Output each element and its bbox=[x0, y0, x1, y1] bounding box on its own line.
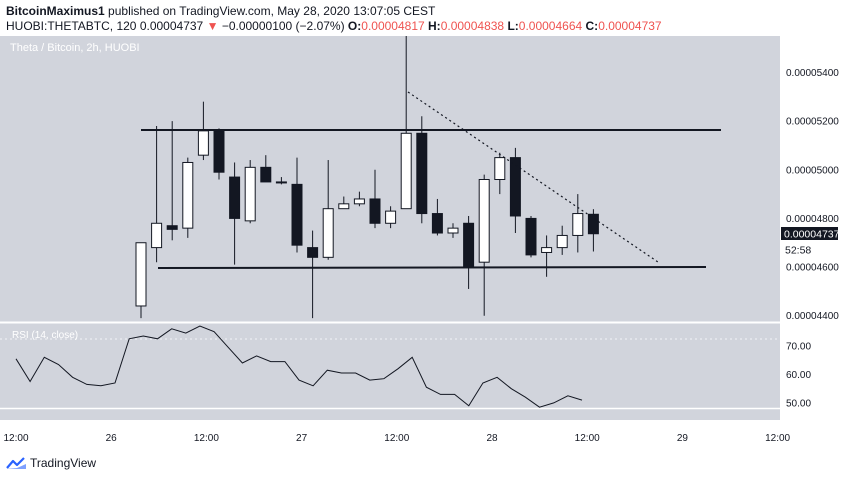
time-tick-label: 12:00 bbox=[384, 433, 409, 444]
footer: TradingView bbox=[0, 452, 850, 479]
candle-body bbox=[229, 176, 241, 219]
candle-body bbox=[525, 217, 537, 256]
candle-body bbox=[369, 198, 381, 224]
symbol-info: HUOBI:THETABTC, 120 0.00004737 ▼ −0.0000… bbox=[6, 19, 662, 33]
price-tick-label: 0.00005400 bbox=[786, 68, 839, 79]
tradingview-icon bbox=[6, 457, 26, 469]
rsi-tick-label: 60.00 bbox=[786, 370, 811, 381]
candle-body bbox=[322, 208, 334, 258]
indicator-axis: 70.00 60.00 50.00 bbox=[786, 341, 811, 409]
countdown-tag bbox=[781, 243, 826, 256]
low-value: 0.00004664 bbox=[518, 19, 583, 33]
candle-body bbox=[260, 166, 272, 183]
open-value: 0.00004817 bbox=[361, 19, 425, 33]
candle-body bbox=[135, 242, 147, 307]
descending-trend-line[interactable] bbox=[407, 91, 659, 263]
candle-series bbox=[135, 36, 599, 319]
last-price-tag bbox=[781, 227, 838, 240]
high-value: 0.00004838 bbox=[440, 19, 505, 33]
candle-body bbox=[182, 161, 194, 229]
price-axis[interactable]: 0.00005400 0.00005200 0.00005000 0.00004800… bbox=[786, 68, 839, 322]
author-name[interactable]: BitcoinMaximus1 bbox=[6, 4, 105, 18]
rsi-tick-label: 50.00 bbox=[786, 398, 811, 409]
price-pane-background bbox=[0, 36, 780, 323]
candle-body bbox=[385, 210, 397, 224]
time-tick-label: 26 bbox=[106, 433, 118, 444]
change-arrow-icon: ▼ bbox=[206, 19, 219, 33]
chart-header: BitcoinMaximus1 published on TradingView… bbox=[0, 0, 850, 36]
candle-body bbox=[494, 157, 506, 180]
candle-body bbox=[541, 247, 553, 253]
candle-body bbox=[400, 132, 412, 210]
time-tick-label: 12:00 bbox=[3, 433, 28, 444]
time-tick-label: 27 bbox=[296, 433, 308, 444]
price-change: −0.00000100 (−2.07%) bbox=[221, 19, 345, 33]
chart-area[interactable]: Theta / Bitcoin, 2h, HUOBI 0.000054000.0… bbox=[0, 36, 850, 452]
candle-body bbox=[244, 166, 256, 222]
time-axis[interactable]: 12:00 26 12:00 27 12:00 28 12:00 29 12:00 bbox=[3, 433, 790, 444]
high-label: H: bbox=[428, 19, 441, 33]
candle-body bbox=[291, 183, 303, 246]
price-tick-label: 0.00005200 bbox=[786, 117, 839, 128]
candle-body bbox=[151, 222, 163, 249]
last-price-tag-label: 0.00004737 bbox=[784, 229, 840, 241]
time-tick-label: 29 bbox=[677, 433, 689, 444]
rsi-pane-background bbox=[0, 323, 780, 420]
candle-body bbox=[572, 213, 584, 236]
candle-body bbox=[478, 179, 490, 263]
time-tick-label: 28 bbox=[486, 433, 498, 444]
candle-body bbox=[509, 157, 521, 217]
low-label: L: bbox=[507, 19, 519, 33]
candle-body bbox=[307, 247, 319, 258]
support-line[interactable] bbox=[157, 266, 707, 269]
indicator-label: RSI (14, close) bbox=[12, 330, 78, 341]
time-tick-label: 12:00 bbox=[765, 433, 790, 444]
candle-body bbox=[447, 227, 459, 234]
candle-body bbox=[587, 213, 599, 235]
open-label: O: bbox=[347, 19, 362, 33]
close-value: 0.00004737 bbox=[598, 19, 662, 33]
candle-body bbox=[353, 198, 365, 205]
rsi-line bbox=[15, 325, 583, 408]
publish-info: BitcoinMaximus1 published on TradingView… bbox=[6, 4, 435, 18]
candle-body bbox=[338, 203, 350, 210]
published-text: published on TradingView.com, May 28, 20… bbox=[108, 4, 436, 18]
tradingview-brand: TradingView bbox=[30, 456, 97, 470]
tradingview-logo[interactable]: TradingView bbox=[6, 456, 96, 470]
candle-body bbox=[275, 181, 287, 184]
time-tick-label: 12:00 bbox=[194, 433, 219, 444]
candle-body bbox=[556, 234, 568, 249]
close-label: C: bbox=[585, 19, 599, 33]
last-price: 0.00004737 bbox=[139, 19, 204, 33]
chart-title: Theta / Bitcoin, 2h, HUOBI bbox=[10, 42, 140, 54]
countdown-label: 52:58 bbox=[785, 245, 811, 257]
candle-body bbox=[197, 130, 209, 156]
candle-body bbox=[463, 222, 475, 268]
symbol: HUOBI:THETABTC, 120 bbox=[6, 19, 137, 33]
candle-body bbox=[416, 132, 428, 215]
rsi-tick-label: 70.00 bbox=[786, 341, 811, 352]
price-tick-label: 0.00004800 bbox=[786, 214, 839, 225]
candle-body bbox=[431, 213, 443, 234]
price-tick-label: 0.00004600 bbox=[786, 263, 839, 274]
price-tick-label: 0.00005000 bbox=[786, 165, 839, 176]
time-tick-label: 12:00 bbox=[575, 433, 600, 444]
candle-body bbox=[213, 130, 225, 173]
price-tick-label: 0.00004400 bbox=[786, 311, 839, 322]
candle-body bbox=[166, 225, 178, 230]
